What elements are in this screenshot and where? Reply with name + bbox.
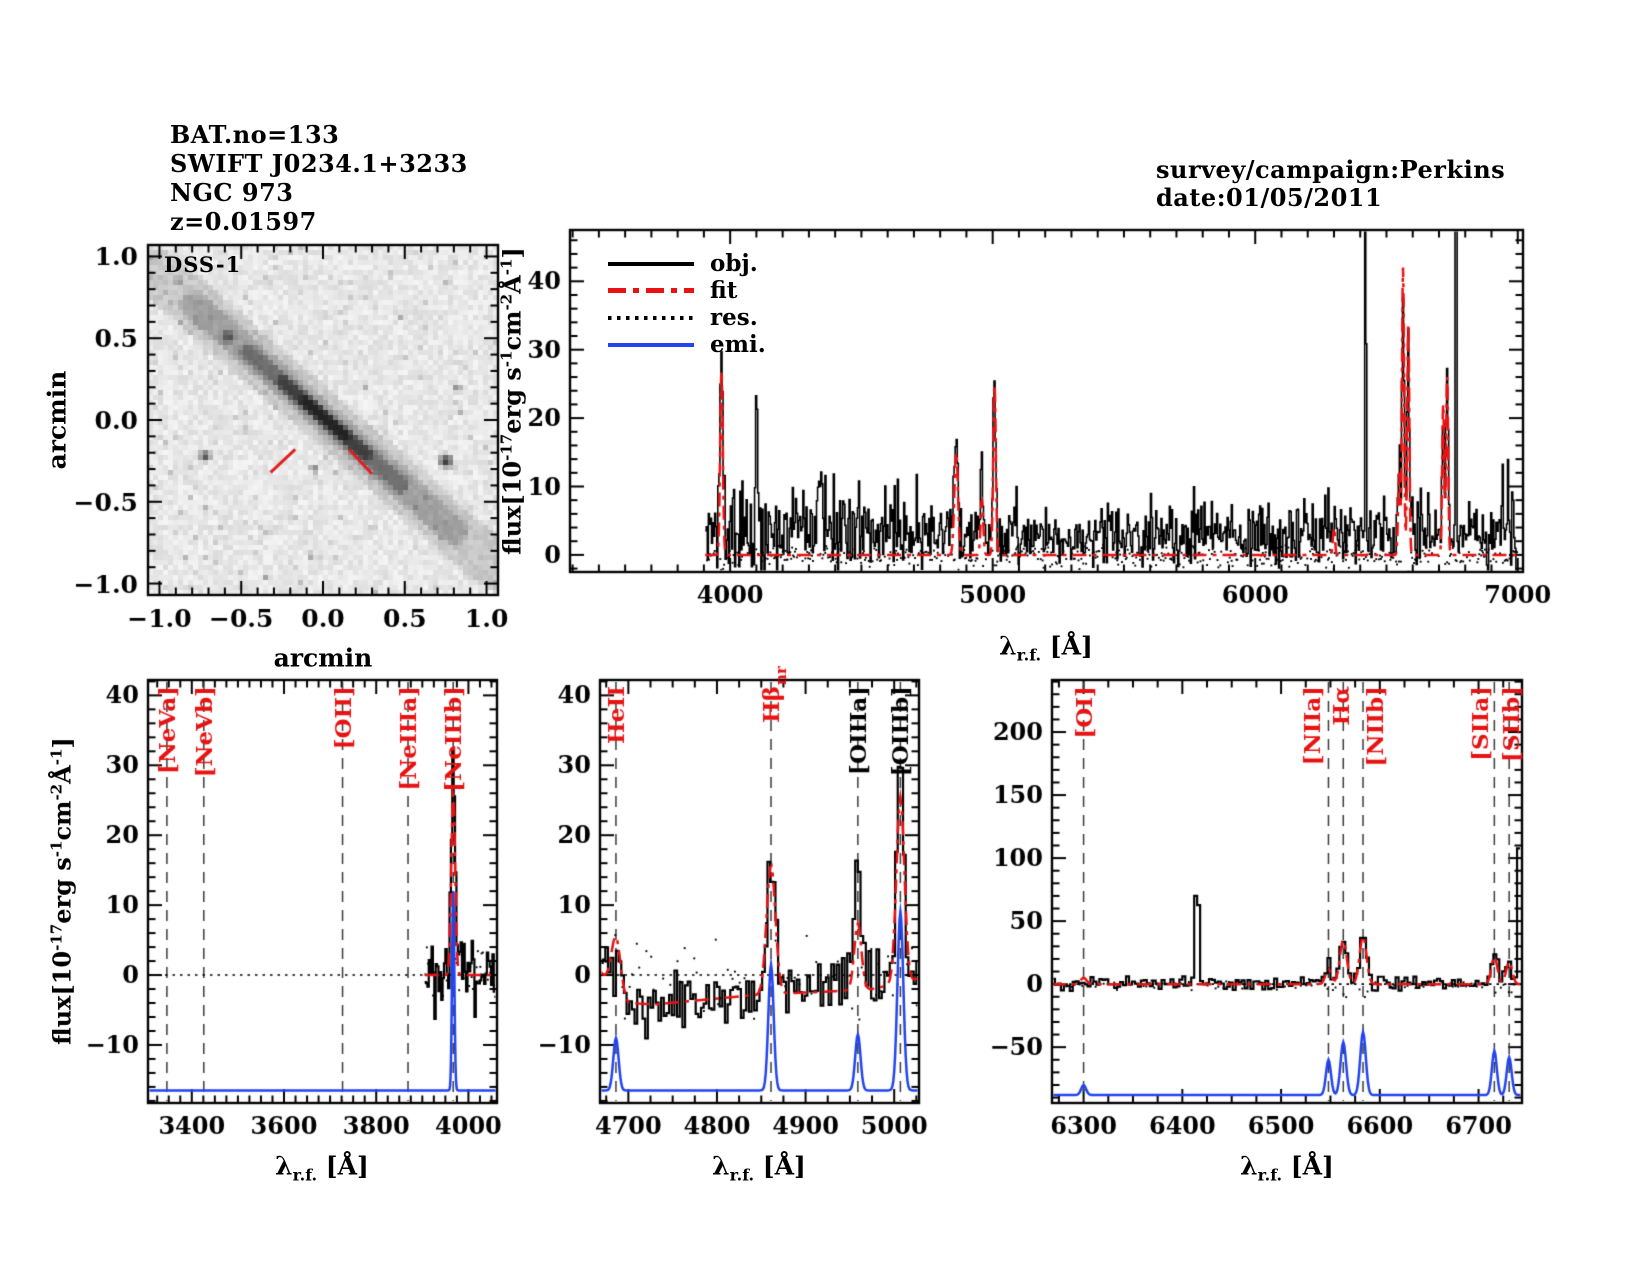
dss-canvas	[20, 225, 540, 695]
legend: obj. fit res. emi.	[608, 250, 766, 358]
legend-label-res: res.	[710, 304, 758, 331]
emi-line-sample	[608, 342, 694, 347]
dss-y-axis-label: arcmin	[42, 370, 72, 470]
legend-item-emi: emi.	[608, 331, 766, 358]
object-name: NGC 973	[170, 178, 294, 207]
zoom-panel-2-canvas	[540, 660, 960, 1200]
object-info: BAT.no=133 SWIFT J0234.1+3233 NGC 973 z=…	[170, 120, 468, 236]
fit-line-sample	[608, 288, 694, 293]
legend-item-obj: obj.	[608, 250, 766, 277]
zoom-panel-1-canvas	[20, 660, 540, 1200]
legend-item-res: res.	[608, 304, 766, 331]
lambda-axis-label-zoom1: λr.f. [Å]	[275, 1151, 369, 1185]
res-line-sample	[608, 315, 694, 320]
flux-axis-label-bottom: flux[10-17erg s-1cm-2Å-1]	[47, 737, 77, 1045]
dss-source-label: DSS-1	[164, 252, 242, 277]
flux-axis-label-top: flux[10-17erg s-1cm-2Å-1]	[497, 247, 527, 555]
zoom-panel-3-canvas	[930, 660, 1650, 1200]
lambda-axis-label-zoom3: λr.f. [Å]	[1240, 1151, 1334, 1185]
swift-id: SWIFT J0234.1+3233	[170, 149, 468, 178]
legend-item-fit: fit	[608, 277, 766, 304]
lambda-axis-label-zoom2: λr.f. [Å]	[712, 1151, 806, 1185]
legend-label-emi: emi.	[710, 331, 766, 358]
dss-x-axis-label: arcmin	[273, 643, 373, 673]
bat-number: BAT.no=133	[170, 120, 340, 149]
lambda-axis-label-top: λr.f. [Å]	[999, 631, 1093, 665]
obj-line-sample	[608, 261, 694, 266]
legend-label-obj: obj.	[710, 250, 758, 277]
spectrum-full-canvas	[498, 160, 1650, 640]
legend-label-fit: fit	[710, 277, 738, 304]
